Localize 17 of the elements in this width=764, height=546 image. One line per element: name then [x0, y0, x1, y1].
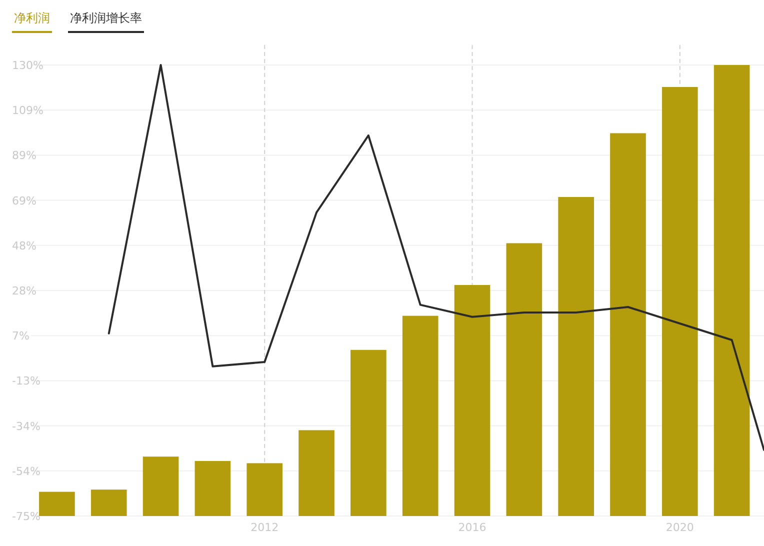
text: 净利润	[14, 11, 50, 25]
bar	[506, 243, 542, 516]
bar	[558, 197, 594, 516]
bar	[142, 456, 179, 516]
bar	[714, 65, 750, 516]
bar	[662, 87, 698, 516]
bar	[39, 492, 75, 516]
bar	[298, 430, 334, 516]
bar	[610, 133, 646, 516]
bar	[454, 285, 490, 516]
bar	[350, 350, 386, 516]
bar	[194, 461, 231, 516]
text: 净利润增长率	[70, 11, 142, 25]
bar	[90, 490, 127, 516]
bar	[246, 463, 283, 516]
bar	[402, 316, 438, 516]
line-series	[108, 64, 764, 451]
